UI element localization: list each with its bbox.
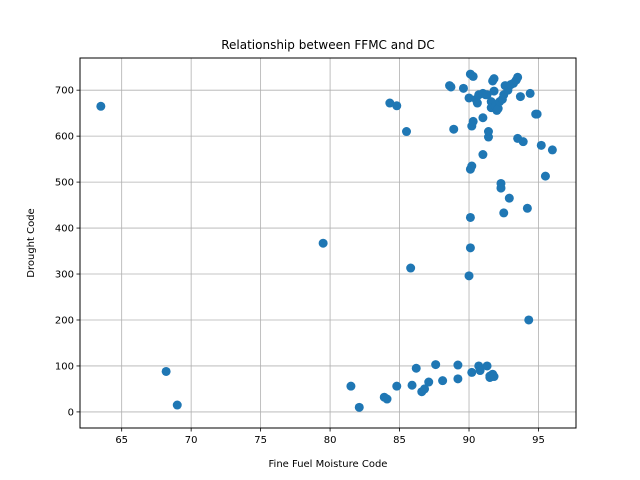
x-tick-label: 90 [463,435,476,446]
data-point [540,171,550,181]
data-point [392,381,402,391]
plot-frame [79,57,577,429]
y-axis-label: Drought Code [26,208,37,277]
y-tick-label: 100 [55,361,74,372]
x-axis-label: Fine Fuel Moisture Code [269,459,388,470]
y-tick-label: 0 [68,407,74,418]
y-tick-label: 200 [55,315,74,326]
data-point [385,98,395,108]
data-point [489,86,499,96]
y-tick-label: 600 [55,132,74,143]
data-point [420,384,430,394]
x-tick-label: 65 [115,435,128,446]
data-point [515,92,525,102]
x-tick-label: 70 [185,435,198,446]
data-point [354,402,364,412]
data-point [493,104,503,114]
data-point [496,183,506,193]
data-point [465,243,475,253]
data-point [478,150,488,160]
data-point [96,101,106,111]
data-point [518,137,528,147]
data-point [482,361,492,371]
data-point [524,315,534,325]
data-point [467,367,477,377]
data-point [438,376,448,386]
data-point [522,203,532,213]
data-point [532,109,542,119]
data-point [407,380,417,390]
data-point [411,363,421,373]
data-point [318,238,328,248]
data-point [382,394,392,404]
data-point [489,74,499,84]
data-point [468,71,478,81]
data-point [482,90,492,100]
data-point [525,88,535,98]
y-tick-label: 700 [55,86,74,97]
y-tick-label: 300 [55,270,74,281]
x-tick-label: 80 [324,435,337,446]
grid-lines [80,58,576,428]
data-point [431,360,441,370]
data-point [449,124,459,134]
data-point [172,400,182,410]
data-point [536,140,546,150]
data-point [547,145,557,155]
data-point [504,193,514,203]
data-point [475,366,485,376]
data-point [424,377,434,387]
data-point [465,212,475,222]
data-point [489,372,499,382]
data-point [483,127,493,137]
data-point [464,93,474,103]
data-point [161,366,171,376]
data-point [453,360,463,370]
chart-title: Relationship between FFMC and DC [221,38,435,52]
y-tick-label: 400 [55,224,74,235]
data-point [467,161,477,171]
x-tick-label: 75 [254,435,267,446]
data-point [472,98,482,108]
x-tick-label: 95 [532,435,545,446]
data-point [478,113,488,123]
data-point [401,127,411,137]
data-point [513,72,523,82]
x-tick-label: 85 [393,435,406,446]
data-point [346,381,356,391]
axis-ticks: 65 70 75 80 85 90 95 0 100 200 300 400 500 600 700 [55,86,545,446]
data-point [392,101,402,111]
data-point [406,263,416,273]
data-point [464,271,474,281]
data-point [499,208,509,218]
data-point [468,116,478,126]
data-point [453,374,463,384]
data-points [96,69,557,412]
y-tick-label: 500 [55,178,74,189]
data-point [446,82,456,92]
data-point [458,83,468,93]
